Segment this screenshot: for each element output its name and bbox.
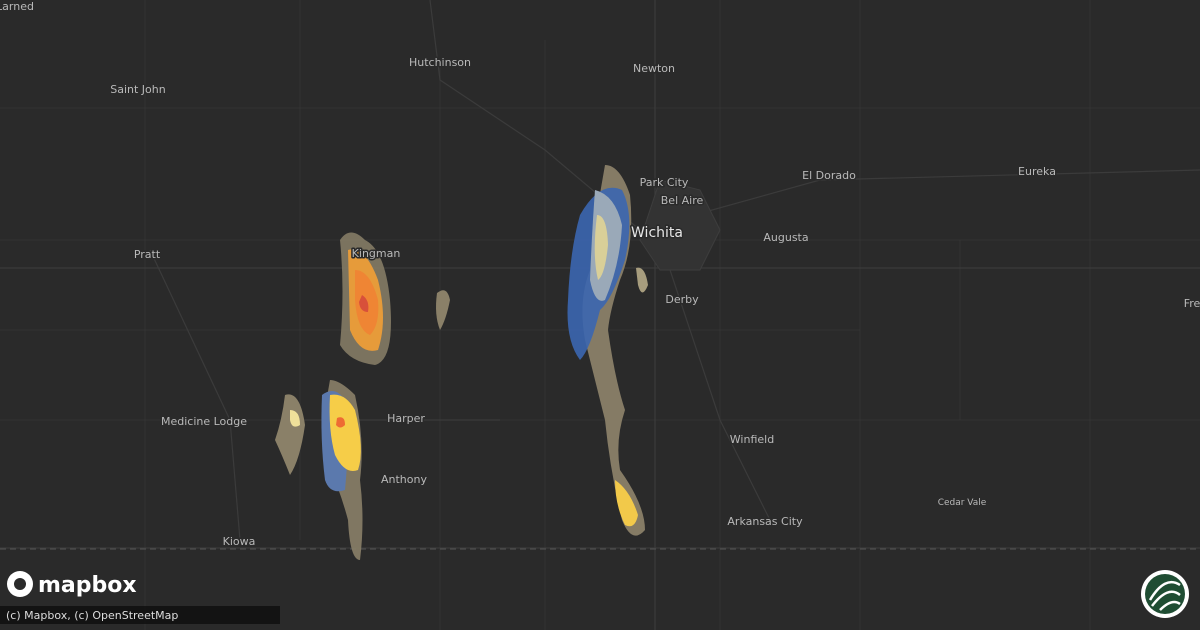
- place-label: Augusta: [763, 231, 808, 244]
- place-label: Saint John: [110, 83, 166, 96]
- place-labels: Larned Hutchinson Newton Saint John Park Cit…: [0, 0, 1200, 550]
- place-label: Wichita: [631, 225, 683, 241]
- place-label: Kingman: [352, 247, 401, 260]
- attribution: (c) Mapbox, (c) OpenStreetMap: [6, 609, 178, 622]
- place-label: Hutchinson: [409, 56, 471, 69]
- place-label: Park City: [640, 176, 689, 189]
- place-label: Arkansas City: [727, 515, 803, 528]
- place-label: Anthony: [381, 473, 427, 486]
- place-label: Winfield: [730, 433, 774, 446]
- place-label: Harper: [387, 412, 425, 425]
- place-label: Kiowa: [223, 535, 256, 548]
- attribution-box: [0, 606, 280, 624]
- place-label: Bel Aire: [661, 194, 704, 207]
- logo: mapbox: [7, 571, 137, 598]
- place-label: Eureka: [1018, 165, 1056, 178]
- place-label: El Dorado: [802, 169, 856, 182]
- hail-swaths: [275, 165, 648, 560]
- place-label: Medicine Lodge: [161, 415, 247, 428]
- badge: [1141, 570, 1189, 618]
- place-label: Larned: [0, 0, 34, 13]
- place-label: Cedar Vale: [938, 498, 987, 508]
- logo-text: mapbox: [38, 573, 137, 598]
- place-label: Fre: [1184, 297, 1200, 310]
- place-label: Pratt: [134, 248, 161, 261]
- place-label: Derby: [665, 293, 699, 306]
- place-label: Newton: [633, 62, 675, 75]
